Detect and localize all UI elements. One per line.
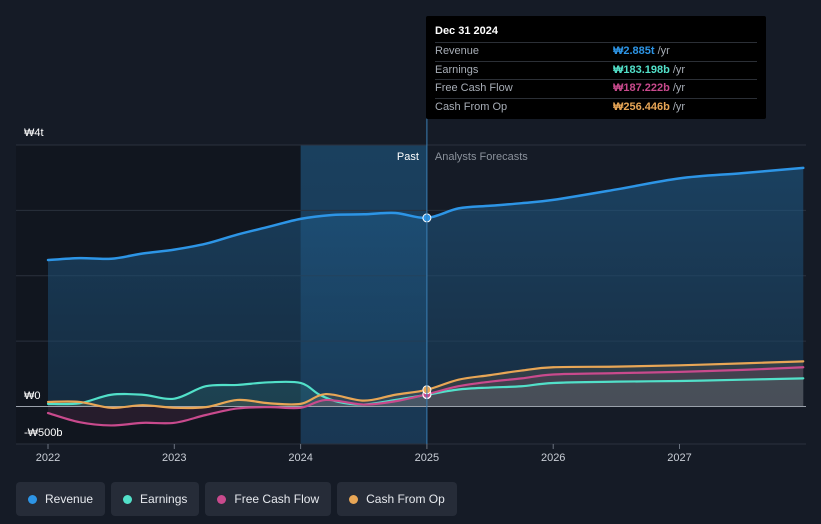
tooltip-label: Revenue xyxy=(435,45,480,57)
tooltip-value: ₩183.198b xyxy=(613,63,670,76)
past-label: Past xyxy=(397,151,419,163)
tooltip-unit: /yr xyxy=(672,63,686,76)
x-tick-label: 2024 xyxy=(288,452,312,464)
area-revenue xyxy=(48,167,804,407)
tooltip-label: Free Cash Flow xyxy=(435,82,513,94)
tooltip-value: ₩256.446b xyxy=(613,100,670,113)
y-tick-label-bottom: -₩500b xyxy=(24,427,63,439)
financial-chart: ₩4t ₩0 -₩500b Past Analysts Forecasts 20… xyxy=(16,118,806,464)
tooltip-row-cash-from-op: Cash From Op ₩256.446b /yr xyxy=(435,97,757,117)
tooltip-value: ₩187.222b xyxy=(613,82,670,94)
legend-dot-icon xyxy=(28,494,37,504)
series-lines xyxy=(46,166,805,427)
tooltip-row-earnings: Earnings ₩183.198b /yr xyxy=(435,60,757,80)
x-tick-label: 2026 xyxy=(541,452,565,464)
legend-dot-icon xyxy=(349,494,359,504)
tooltip-row-free-cash-flow: Free Cash Flow ₩187.222b /yr xyxy=(435,79,757,98)
legend-dot-icon xyxy=(123,494,133,504)
legend-item-revenue[interactable]: Revenue xyxy=(16,482,106,516)
tooltip-label: Cash From Op xyxy=(435,100,508,113)
tooltip-row-revenue: Revenue ₩2.885t /yr xyxy=(435,42,757,61)
forecast-label: Analysts Forecasts xyxy=(435,151,528,163)
tooltip-panel: Dec 31 2024 Revenue ₩2.885t /yr Earnings… xyxy=(426,16,766,119)
x-tick-label: 2027 xyxy=(667,452,691,464)
legend-label: Cash From Op xyxy=(366,492,445,506)
legend-dot-icon xyxy=(217,494,227,504)
y-tick-label-zero: ₩0 xyxy=(24,390,41,402)
line-cash-from-op xyxy=(46,360,805,410)
legend-item-free-cash-flow[interactable]: Free Cash Flow xyxy=(205,482,332,516)
line-revenue xyxy=(46,166,805,262)
legend-item-cash-from-op[interactable]: Cash From Op xyxy=(337,482,457,516)
tooltip-label: Earnings xyxy=(435,63,479,76)
x-tick-label: 2025 xyxy=(415,452,439,464)
y-tick-label-top: ₩4t xyxy=(24,127,44,139)
legend-label: Free Cash Flow xyxy=(234,492,320,506)
tooltip-unit: /yr xyxy=(657,45,670,57)
tooltip-unit: /yr xyxy=(672,100,686,113)
line-free-cash-flow xyxy=(46,366,805,427)
legend-item-earnings[interactable]: Earnings xyxy=(111,482,200,516)
tooltip-unit: /yr xyxy=(672,82,686,94)
x-tick-label: 2023 xyxy=(162,452,186,464)
chart-legend: Revenue Earnings Free Cash Flow Cash Fro… xyxy=(16,482,457,516)
tooltip-value: ₩2.885t xyxy=(613,45,655,57)
legend-label: Revenue xyxy=(45,492,94,506)
x-tick-label: 2022 xyxy=(36,452,60,464)
x-axis-ticks: 2022 2023 2024 2025 2026 2027 xyxy=(36,444,692,464)
legend-label: Earnings xyxy=(140,492,188,506)
tooltip-date: Dec 31 2024 xyxy=(435,25,498,37)
